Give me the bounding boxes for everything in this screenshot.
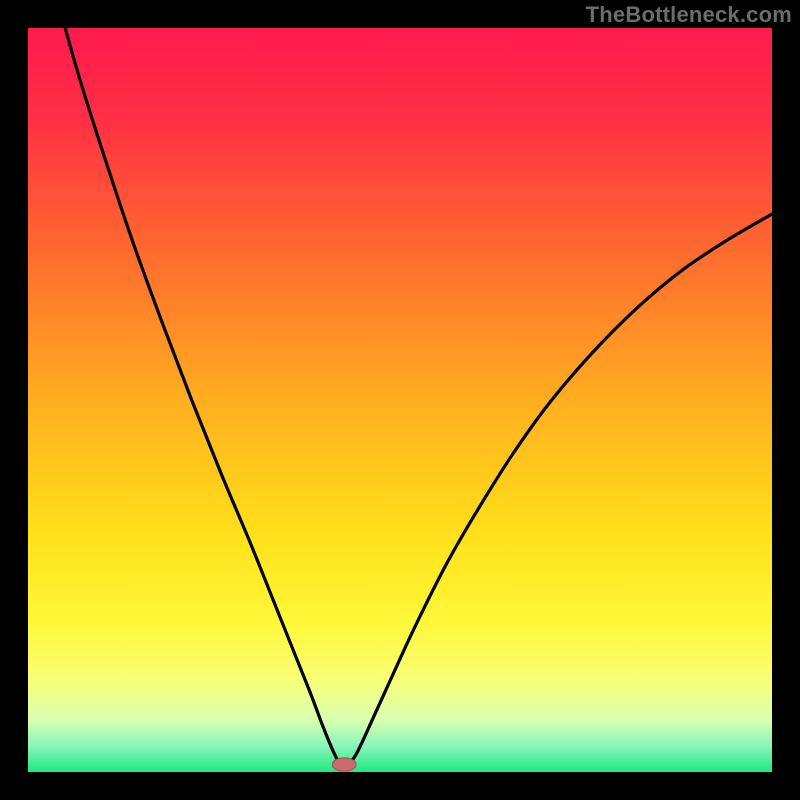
- watermark-text: TheBottleneck.com: [586, 2, 792, 28]
- chart-container: TheBottleneck.com: [0, 0, 800, 800]
- bottleneck-chart: [0, 0, 800, 800]
- minimum-marker: [332, 758, 356, 771]
